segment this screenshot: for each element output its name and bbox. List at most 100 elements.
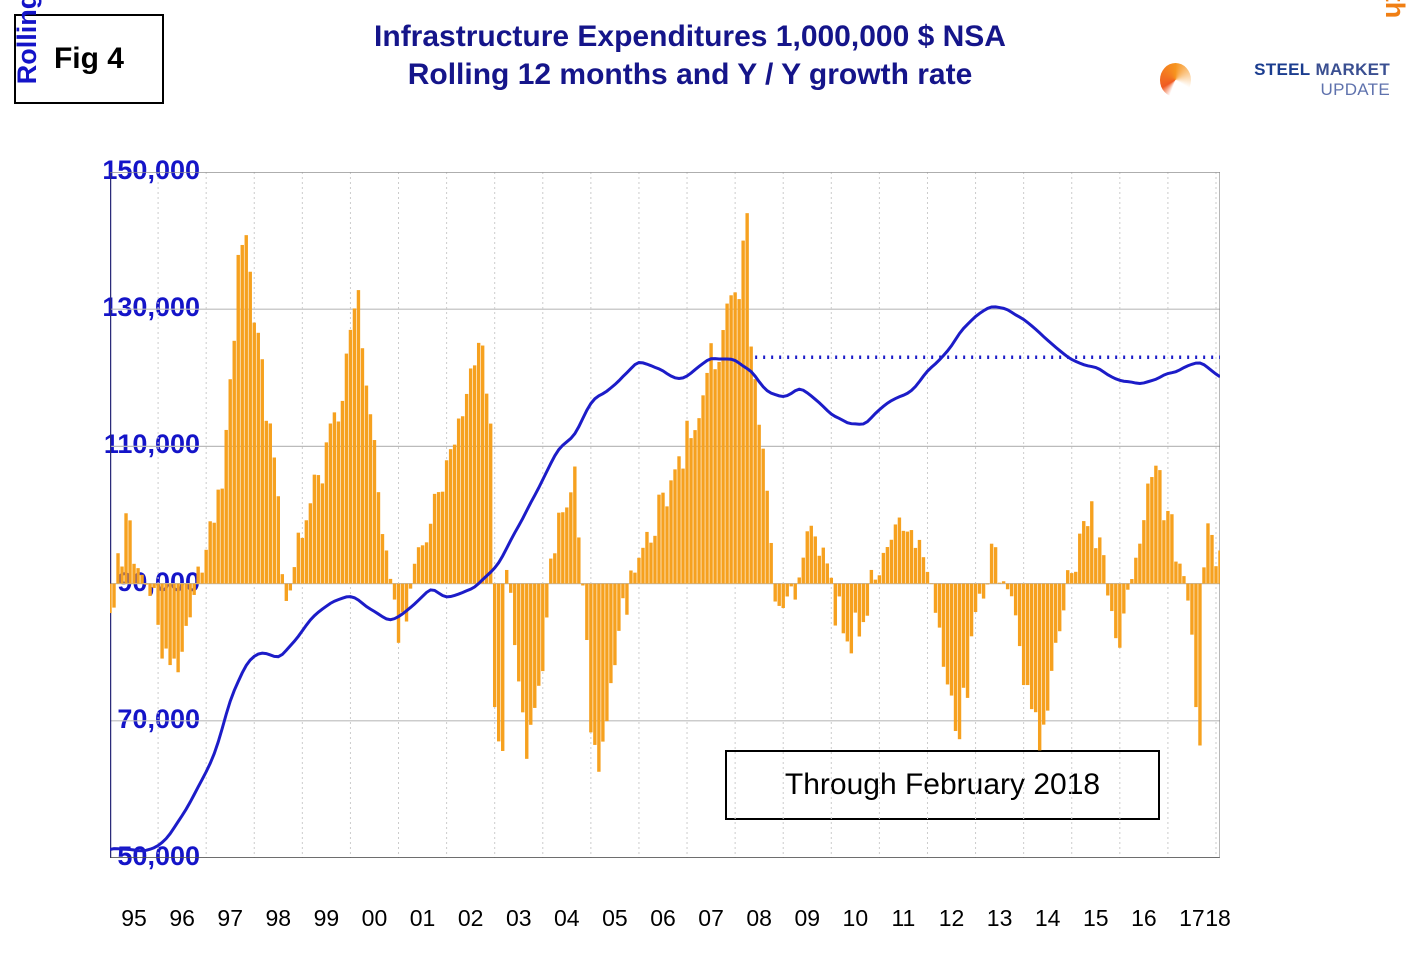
growth-bar: [425, 542, 428, 583]
growth-bar: [1114, 584, 1117, 639]
growth-bar: [677, 456, 680, 583]
growth-bar: [729, 295, 732, 583]
growth-bar: [1206, 523, 1209, 583]
growth-bar: [349, 330, 352, 584]
growth-bar: [902, 531, 905, 584]
growth-bar: [834, 584, 837, 626]
growth-bar: [305, 520, 308, 583]
growth-bar: [421, 545, 424, 583]
year-tick-label: 00: [349, 905, 399, 932]
growth-bar: [172, 584, 175, 659]
growth-bar: [517, 584, 520, 682]
growth-bar: [974, 584, 977, 612]
growth-bar: [914, 548, 917, 584]
growth-bar: [1158, 470, 1161, 584]
growth-bar: [1186, 584, 1189, 601]
growth-bar: [196, 567, 199, 584]
growth-bar: [1026, 584, 1029, 685]
chart-title: Infrastructure Expenditures 1,000,000 $ …: [200, 18, 1180, 93]
growth-bar: [609, 584, 612, 684]
growth-bar: [1054, 584, 1057, 643]
growth-bar: [733, 292, 736, 583]
growth-bar: [1110, 584, 1113, 611]
growth-bar: [1102, 555, 1105, 583]
growth-bar: [906, 532, 909, 584]
year-tick-label: 02: [446, 905, 496, 932]
growth-bar: [958, 584, 961, 740]
growth-bar: [297, 533, 300, 584]
growth-bar: [970, 584, 973, 637]
growth-bar: [184, 584, 187, 626]
growth-bar: [489, 424, 492, 584]
growth-bar: [1018, 584, 1021, 646]
growth-bar: [753, 379, 756, 583]
growth-bar: [713, 369, 716, 583]
growth-bar: [233, 341, 236, 584]
year-tick-label: 08: [734, 905, 784, 932]
growth-bar: [778, 584, 781, 606]
growth-bar: [802, 558, 805, 584]
growth-bar: [669, 480, 672, 583]
growth-bar: [1162, 520, 1165, 583]
growth-bar: [673, 469, 676, 583]
growth-bar: [701, 395, 704, 583]
growth-bar: [613, 584, 616, 666]
growth-bar: [934, 584, 937, 613]
growth-bar: [1126, 584, 1129, 590]
growth-bar: [769, 543, 772, 584]
growth-bar: [301, 538, 304, 584]
growth-bar: [509, 584, 512, 593]
growth-bar: [152, 584, 155, 588]
growth-bar: [966, 584, 969, 698]
growth-bar: [818, 556, 821, 584]
growth-bar: [629, 570, 632, 583]
growth-bar: [1146, 484, 1149, 584]
growth-bar: [208, 521, 211, 583]
growth-bar: [357, 290, 360, 584]
growth-bar: [1134, 558, 1137, 584]
growth-bar: [110, 584, 112, 613]
growth-bar: [938, 584, 941, 628]
growth-bar: [405, 584, 408, 622]
growth-bar: [661, 493, 664, 584]
growth-bar: [653, 536, 656, 584]
growth-bar: [1022, 584, 1025, 685]
growth-bar: [858, 584, 861, 637]
growth-bar: [453, 445, 456, 584]
growth-bar: [822, 548, 825, 584]
growth-bar: [874, 580, 877, 584]
left-axis-label: Rolling 12 month expenditures: [12, 0, 43, 230]
growth-bar: [581, 584, 584, 586]
growth-bar: [886, 547, 889, 584]
growth-bar: [373, 440, 376, 584]
growth-bar: [1182, 576, 1185, 583]
growth-bar: [1210, 535, 1213, 584]
logo-text: STEEL MARKET UPDATE: [1197, 60, 1390, 100]
brand-logo: STEEL MARKET UPDATE: [1160, 60, 1390, 102]
growth-bar: [265, 421, 268, 584]
growth-bar: [693, 430, 696, 583]
growth-bar: [709, 343, 712, 583]
growth-bar: [749, 347, 752, 584]
growth-bar: [601, 584, 604, 742]
growth-bar: [549, 559, 552, 584]
growth-bar: [221, 489, 224, 584]
growth-bar: [978, 584, 981, 594]
growth-bar: [164, 584, 167, 649]
growth-bar: [180, 584, 183, 652]
growth-bar: [846, 584, 849, 642]
growth-bar: [737, 299, 740, 584]
growth-bar: [990, 544, 993, 584]
growth-bar: [417, 547, 420, 583]
growth-bar: [437, 492, 440, 583]
growth-bar: [814, 536, 817, 583]
growth-bar: [204, 550, 207, 584]
growth-bar: [229, 379, 232, 583]
growth-bar: [140, 575, 143, 584]
year-tick-label: 01: [398, 905, 448, 932]
growth-bar: [216, 490, 219, 584]
growth-bar: [116, 553, 119, 583]
growth-bar: [361, 348, 364, 583]
year-tick-label: 98: [253, 905, 303, 932]
growth-bar: [561, 512, 564, 583]
